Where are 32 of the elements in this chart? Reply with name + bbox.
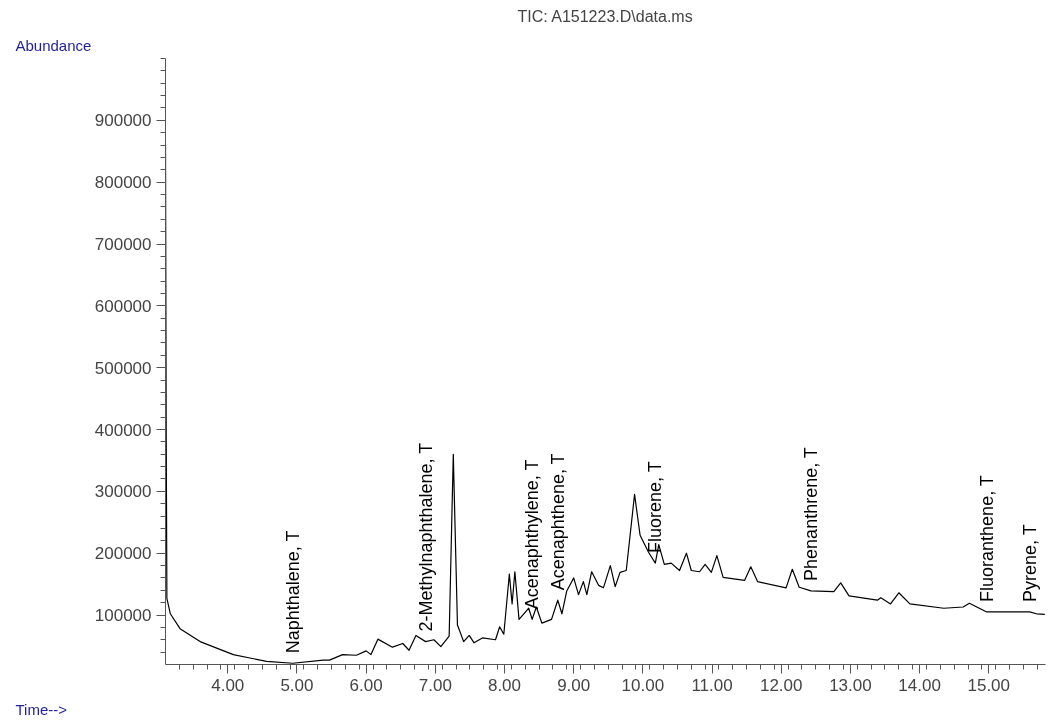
y-tick-label: 400000 — [94, 420, 152, 440]
x-tick-label: 4.00 — [211, 675, 245, 695]
annotation: Phenanthrene, T — [800, 447, 821, 581]
annotation: Naphthalene, T — [282, 530, 303, 654]
x-tick-label: 6.00 — [349, 675, 383, 695]
x-axis-title: Time--> — [15, 700, 68, 718]
annotation: Acenaphthene, T — [547, 453, 568, 591]
x-tick-label: 9.00 — [557, 675, 591, 695]
x-tick-label: 12.00 — [759, 675, 803, 695]
y-tick-label: 900000 — [94, 111, 152, 131]
annotation: Fluorene, T — [645, 461, 666, 554]
y-tick-label: 300000 — [94, 482, 152, 502]
annotation: Fluoranthene, T — [976, 475, 997, 602]
x-tick-label: 15.00 — [967, 675, 1011, 695]
x-tick-label: 14.00 — [898, 675, 941, 695]
annotation: Acenaphthylene, T — [522, 459, 543, 610]
y-tick-label: 600000 — [94, 296, 152, 316]
x-tick-label: 8.00 — [487, 675, 522, 695]
y-axis-title: Abundance — [15, 36, 92, 54]
annotation: Pyrene, T — [1019, 524, 1040, 602]
y-tick-label: 200000 — [94, 544, 152, 564]
y-tick-label: 500000 — [94, 358, 152, 378]
annotation: 2-Methylnaphthalene, T — [415, 442, 436, 632]
y-tick-label: 800000 — [94, 173, 152, 193]
x-tick-label: 5.00 — [280, 675, 314, 695]
chart-title: TIC: A151223.D\data.ms — [517, 7, 693, 25]
y-tick-label: 700000 — [94, 235, 152, 255]
x-tick-label: 13.00 — [829, 675, 872, 695]
y-tick-label: 100000 — [94, 606, 152, 626]
x-tick-label: 7.00 — [418, 675, 452, 695]
x-tick-label: 10.00 — [621, 675, 665, 695]
x-tick-label: 11.00 — [691, 675, 733, 695]
